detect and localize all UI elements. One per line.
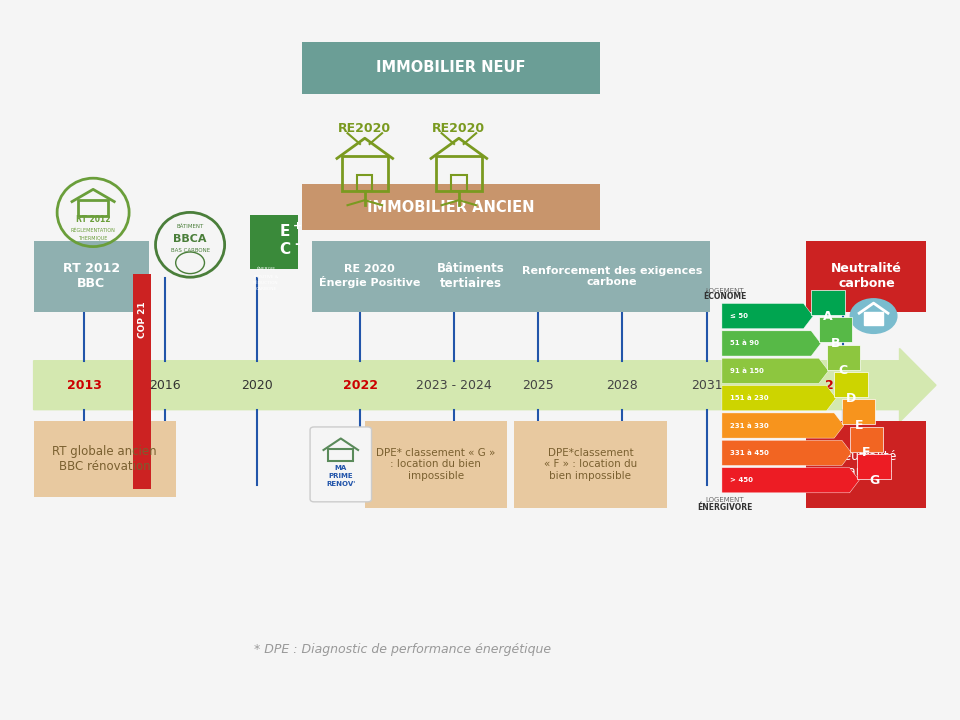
Bar <box>250 215 298 269</box>
Text: 2020: 2020 <box>241 379 274 392</box>
Text: 151 à 230: 151 à 230 <box>730 395 768 401</box>
Bar <box>34 241 149 312</box>
Text: 2028: 2028 <box>606 379 638 392</box>
Text: PRIME: PRIME <box>328 473 353 479</box>
Text: BÂTIMENT: BÂTIMENT <box>177 225 204 229</box>
Bar <box>328 449 353 461</box>
Text: E: E <box>854 419 863 432</box>
Bar <box>864 312 883 325</box>
Text: ÉNERGIE: ÉNERGIE <box>256 266 276 271</box>
Text: LOGEMENT: LOGEMENT <box>706 288 744 294</box>
Text: MA: MA <box>335 465 347 471</box>
Text: ÉNERGIVORE: ÉNERGIVORE <box>697 503 753 513</box>
Text: CARBONE: CARBONE <box>255 287 276 291</box>
Bar <box>312 241 427 312</box>
Text: 2022: 2022 <box>343 379 377 392</box>
FancyArrow shape <box>722 413 844 438</box>
Text: RE2020: RE2020 <box>338 122 392 135</box>
Text: C: C <box>839 364 848 377</box>
Text: ≤ 50: ≤ 50 <box>730 313 748 319</box>
Bar <box>342 156 388 191</box>
Bar <box>811 290 845 315</box>
Bar <box>365 421 507 508</box>
Bar <box>302 42 600 94</box>
Text: DPE* classement « G »
: location du bien
impossible: DPE* classement « G » : location du bien… <box>376 448 495 481</box>
FancyArrow shape <box>722 468 859 492</box>
Text: POSITIVE &: POSITIVE & <box>253 275 278 279</box>
Bar <box>357 175 372 191</box>
Text: BBCA: BBCA <box>174 234 206 244</box>
FancyArrow shape <box>722 386 836 410</box>
Bar <box>806 241 926 312</box>
Bar <box>806 421 926 508</box>
Text: IMMOBILIER NEUF: IMMOBILIER NEUF <box>376 60 526 75</box>
Text: BAS CARBONE: BAS CARBONE <box>171 248 209 253</box>
Text: THERMIQUE: THERMIQUE <box>79 235 108 240</box>
Bar <box>78 200 108 216</box>
Text: * DPE : Diagnostic de performance énergétique: * DPE : Diagnostic de performance énergé… <box>254 643 552 656</box>
Text: 2016: 2016 <box>150 379 180 392</box>
Text: 2023 - 2024: 2023 - 2024 <box>417 379 492 392</box>
Bar <box>133 274 151 489</box>
Text: 331 à 450: 331 à 450 <box>730 450 768 456</box>
Text: DPE*classement
« F » : location du
bien impossible: DPE*classement « F » : location du bien … <box>543 448 637 481</box>
Text: RT 2012: RT 2012 <box>76 215 110 224</box>
Text: RT 2012
BBC: RT 2012 BBC <box>62 263 120 290</box>
Text: F: F <box>862 446 871 459</box>
Bar <box>34 421 176 497</box>
Text: 2013: 2013 <box>67 379 102 392</box>
Bar <box>302 184 600 230</box>
Text: RÉDUCTION: RÉDUCTION <box>253 281 278 285</box>
Text: 51 à 90: 51 à 90 <box>730 341 758 346</box>
Bar <box>842 400 876 424</box>
Bar <box>857 454 891 479</box>
Text: -: - <box>295 237 300 251</box>
Text: Bâtiments
tertiaires: Bâtiments tertiaires <box>437 263 504 290</box>
Text: 231 à 330: 231 à 330 <box>730 423 768 428</box>
Bar <box>819 318 852 342</box>
FancyArrow shape <box>722 331 821 356</box>
Text: RENOV': RENOV' <box>326 481 355 487</box>
FancyArrow shape <box>722 441 852 465</box>
Text: Neutralité
carbone: Neutralité carbone <box>831 263 901 290</box>
Bar <box>418 241 523 312</box>
Text: +: + <box>293 221 302 231</box>
FancyArrow shape <box>722 359 828 383</box>
Text: G: G <box>869 474 879 487</box>
Circle shape <box>850 298 898 334</box>
Text: A: A <box>823 310 832 323</box>
Bar <box>514 241 710 312</box>
Text: > 450: > 450 <box>730 477 753 483</box>
Bar <box>436 156 482 191</box>
Text: RT globale ancien
BBC rénovation: RT globale ancien BBC rénovation <box>53 445 156 473</box>
FancyArrow shape <box>722 304 813 328</box>
Text: RE2020: RE2020 <box>432 122 486 135</box>
Text: 2050: 2050 <box>826 379 860 392</box>
Text: COP 21: COP 21 <box>137 301 147 338</box>
Text: 2031: 2031 <box>691 379 722 392</box>
Text: Neutralité
carbone: Neutralité carbone <box>835 451 898 478</box>
Text: IMMOBILIER ANCIEN: IMMOBILIER ANCIEN <box>368 199 535 215</box>
Bar <box>850 427 883 451</box>
Text: LOGEMENT: LOGEMENT <box>706 497 744 503</box>
FancyArrow shape <box>34 348 936 422</box>
FancyBboxPatch shape <box>310 427 372 502</box>
Text: ÉCONOME: ÉCONOME <box>703 292 747 301</box>
Bar <box>451 175 467 191</box>
Text: RE 2020
Énergie Positive: RE 2020 Énergie Positive <box>319 264 420 289</box>
Text: E: E <box>280 224 290 238</box>
Text: RÉGLEMENTATION: RÉGLEMENTATION <box>71 228 115 233</box>
Text: D: D <box>846 392 856 405</box>
Bar <box>514 421 667 508</box>
Text: B: B <box>831 337 840 350</box>
Text: 91 à 150: 91 à 150 <box>730 368 763 374</box>
Text: C: C <box>279 242 291 256</box>
Text: 2025: 2025 <box>521 379 554 392</box>
Bar <box>834 372 868 397</box>
Text: Renforcement des exigences
carbone: Renforcement des exigences carbone <box>522 266 702 287</box>
Bar <box>827 345 860 369</box>
